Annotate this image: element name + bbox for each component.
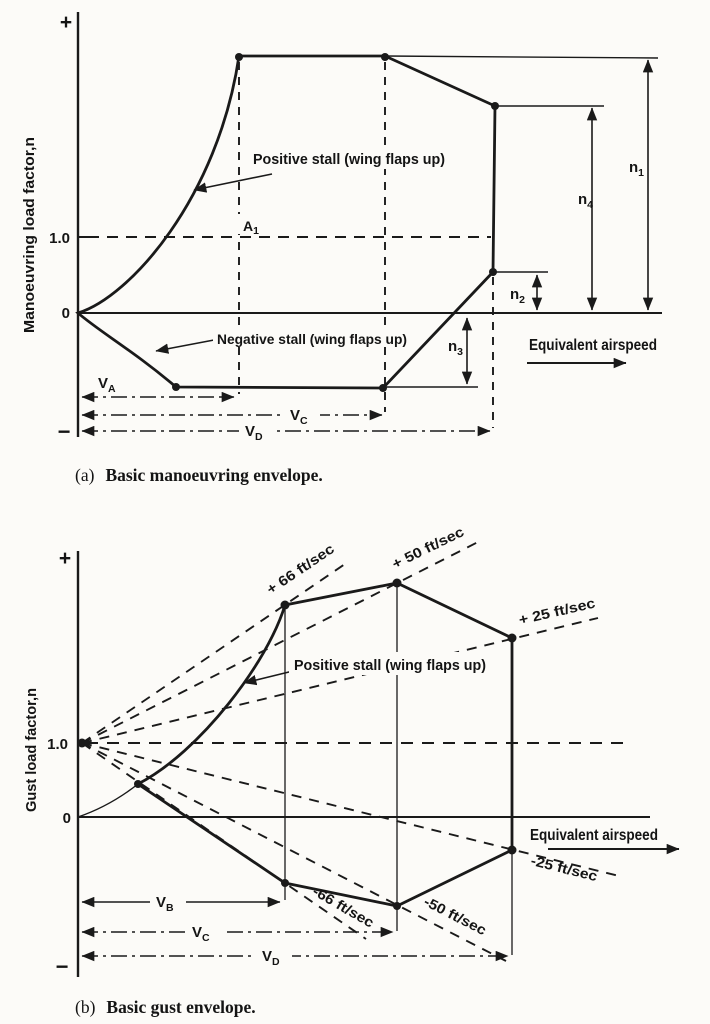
man-vd-labelbox [239, 421, 275, 439]
man-vc-labelbox [284, 405, 320, 423]
n1-label: n1 [629, 159, 644, 179]
gust-x-axis-label: Equivalent airspeed [530, 827, 658, 844]
caption-b: (b) Basic gust envelope. [75, 997, 256, 1017]
gust-line-plus50-dashed [81, 541, 479, 744]
gust-tick-label-1-0: 1.0 [47, 736, 68, 753]
positive-stall-pointer-arrow [193, 173, 273, 193]
gust-y-axis-label: Gust load factor,n [23, 688, 40, 812]
man-tick-label-1-0: 1.0 [49, 230, 70, 247]
gust-minus-sign: − [56, 954, 69, 979]
gust-vd-labelbox [256, 945, 292, 964]
gust-envelope-vertex-dots [134, 578, 517, 910]
gust-line-minus25-dashed [81, 742, 624, 878]
negative-stall-labelbox [213, 329, 411, 347]
gust-line-plus50-label: + 50 ft/sec [389, 523, 466, 572]
negative-stall-label: Negative stall (wing flaps up) [217, 331, 407, 347]
va-label: VA [98, 375, 116, 395]
gust-positive-stall-pointer-arrow [243, 670, 294, 686]
man-x-axis-label: Equivalent airspeed [529, 337, 657, 354]
vb-labelbox [150, 891, 186, 910]
man-n1-ref-line [384, 55, 659, 59]
n4-label: n4 [578, 191, 593, 211]
caption-a: (a) Basic manoeuvring envelope. [75, 465, 323, 485]
n2-label: n2 [510, 286, 525, 306]
gust-line-minus25-label: -25 ft/sec [529, 852, 599, 884]
positive-stall-label: Positive stall (wing flaps up) [253, 151, 445, 168]
man-tick-label-0: 0 [62, 305, 70, 322]
gust-line-minus66-dashed [81, 742, 367, 940]
gust-line-minus50-label: -50 ft/sec [421, 893, 489, 938]
n3-label: n3 [448, 338, 463, 358]
gust-line-minus50-dashed [81, 742, 507, 962]
gust-vc-label: VC [192, 924, 210, 944]
man-minus-sign: − [58, 419, 71, 444]
man-vd-label: VD [245, 423, 263, 443]
gust-line-plus25-dashed [81, 617, 599, 744]
negative-stall-pointer-arrow [155, 339, 215, 354]
gust-envelope-chart: + − Gust load factor,n 1.0 0 + 66 ft/sec… [23, 523, 680, 1017]
stall-curve-tail [77, 783, 139, 818]
point-a1-label: A1 [243, 218, 259, 237]
gust-vd-label: VD [262, 948, 280, 968]
man-y-axis-label: Manoeuvring load factor,n [21, 137, 38, 333]
gust-reference-lines [81, 541, 628, 962]
gust-plus-sign: + [59, 547, 71, 570]
man-vc-label: VC [290, 407, 308, 427]
gust-tick-label-0: 0 [63, 810, 71, 827]
man-plus-sign: + [60, 11, 72, 34]
gust-positive-stall-labelbox [289, 652, 492, 675]
gust-line-plus66-label: + 66 ft/sec [263, 540, 337, 597]
gust-positive-stall-label: Positive stall (wing flaps up) [294, 657, 486, 674]
gust-line-plus25-label: + 25 ft/sec [517, 595, 597, 628]
vb-label: VB [156, 894, 174, 914]
positive-stall-labelbox [248, 148, 451, 169]
man-envelope-vertex-dots [172, 53, 499, 392]
gust-vc-labelbox [186, 921, 222, 940]
manoeuvring-envelope-chart: + − Manoeuvring load factor,n 1.0 0 Posi… [21, 11, 662, 485]
a1-labelbox [238, 214, 265, 234]
gust-envelope-region [135, 581, 514, 908]
gust-origin-dot [77, 738, 87, 748]
